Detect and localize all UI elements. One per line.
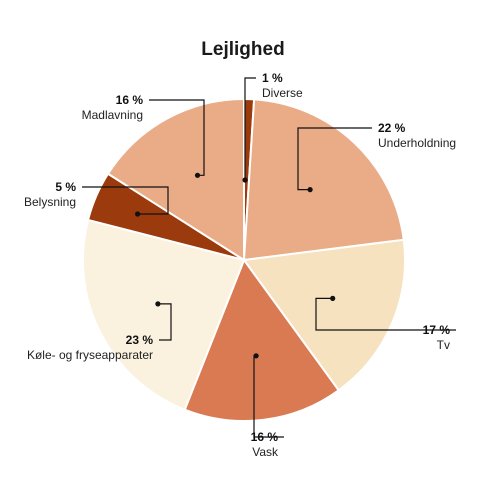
leader-dot bbox=[253, 353, 259, 359]
pie-slice bbox=[107, 98, 245, 261]
leader-dot bbox=[307, 187, 313, 193]
pie-slices bbox=[82, 98, 406, 422]
slice-value-label: 5 % bbox=[55, 180, 76, 194]
pie-slice bbox=[243, 238, 406, 392]
leader-dot bbox=[330, 295, 336, 301]
pie-slice bbox=[82, 218, 245, 411]
leader-line bbox=[244, 77, 256, 180]
pie-slice bbox=[243, 98, 405, 261]
slice-name-label: Madlavning bbox=[82, 108, 143, 122]
leader-dot bbox=[194, 172, 201, 178]
slice-value-label: 17 % bbox=[423, 323, 451, 337]
slice-name-label: Diverse bbox=[262, 86, 303, 100]
leader-line bbox=[82, 186, 169, 215]
leader-dot bbox=[135, 211, 141, 217]
leader-dot bbox=[155, 301, 161, 307]
leader-dot bbox=[242, 177, 248, 183]
slice-name-label: Belysning bbox=[24, 195, 76, 209]
leader-line bbox=[297, 127, 372, 191]
slice-name-label: Tv bbox=[437, 338, 450, 352]
slice-value-label: 23 % bbox=[126, 333, 154, 347]
leader-line bbox=[157, 303, 172, 341]
leader-line bbox=[149, 99, 205, 176]
pie-slice bbox=[183, 259, 340, 422]
leader-lines bbox=[82, 77, 456, 438]
slice-value-label: 16 % bbox=[251, 430, 279, 444]
slice-value-label: 22 % bbox=[378, 121, 406, 135]
chart-title: Lejlighed bbox=[201, 39, 284, 60]
leader-line bbox=[315, 297, 456, 331]
slice-name-label: Køle- og fryseapparater bbox=[27, 348, 153, 362]
slice-name-label: Underholdning bbox=[378, 136, 456, 150]
slice-value-label: 1 % bbox=[262, 71, 283, 85]
slice-name-label: Vask bbox=[252, 445, 279, 459]
slice-value-label: 16 % bbox=[116, 93, 144, 107]
